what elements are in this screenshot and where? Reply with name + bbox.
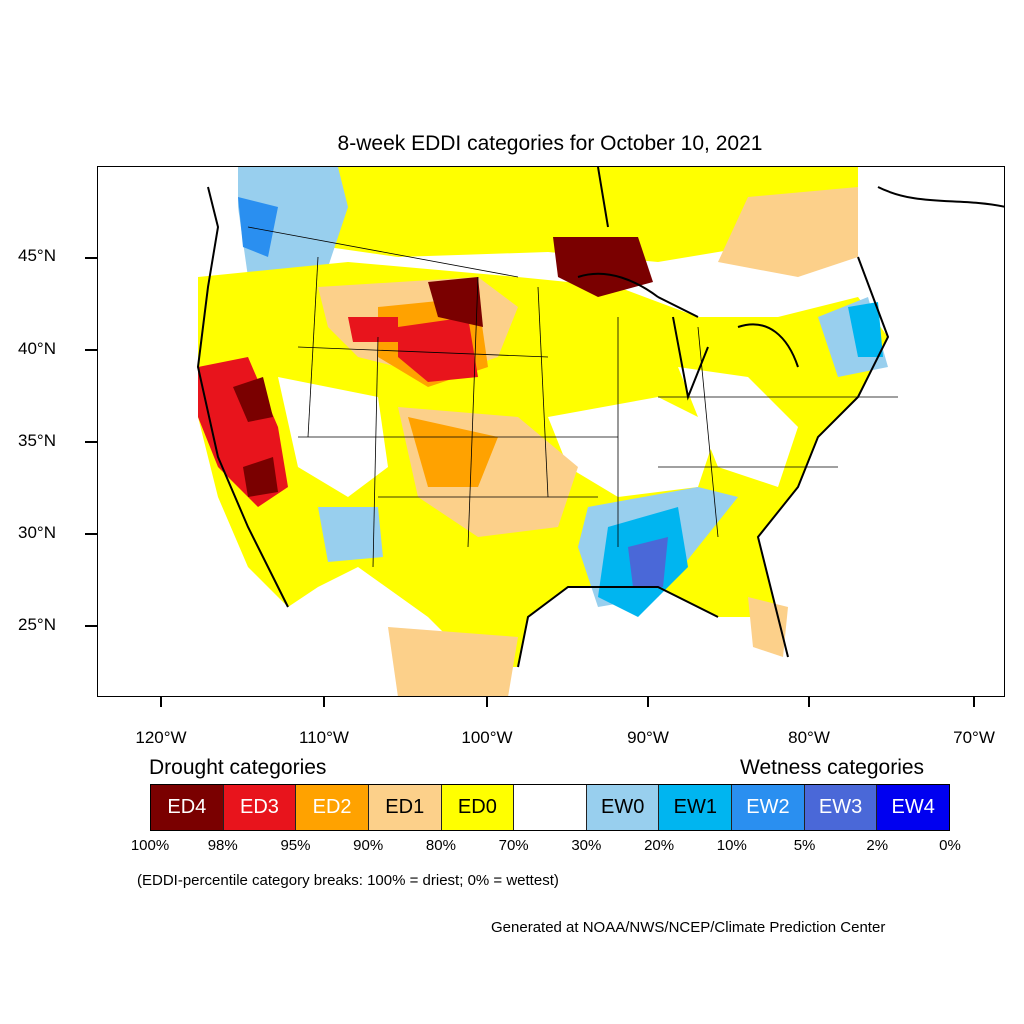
southwest-ew0 — [318, 507, 383, 562]
florida-ed1 — [748, 597, 788, 657]
percentile-label: 100% — [130, 837, 170, 854]
legend-box-ed3: ED3 — [223, 785, 297, 830]
lat-tick — [85, 625, 97, 627]
percentile-label: 90% — [353, 837, 384, 854]
midsouth-white — [548, 397, 718, 497]
lat-label-30: 30°N — [18, 523, 56, 542]
percentile-label: 30% — [571, 837, 602, 854]
legend-box-ew0: EW0 — [586, 785, 660, 830]
percentile-label: 95% — [280, 837, 311, 854]
nebraska-ed3 — [398, 317, 478, 382]
lat-label-40: 40°N — [18, 339, 56, 358]
lat-label-25: 25°N — [18, 615, 56, 634]
lat-tick — [85, 441, 97, 443]
lon-label-100: 100°W — [461, 728, 513, 747]
socal-ed4 — [243, 457, 278, 497]
lat-tick — [85, 533, 97, 535]
lon-tick — [973, 697, 975, 707]
lon-tick — [323, 697, 325, 707]
wetness-categories-title: Wetness categories — [740, 756, 925, 779]
coastlines — [196, 167, 1004, 668]
black-hills-ed4 — [428, 277, 483, 327]
legend-box-ew2: EW2 — [732, 785, 805, 830]
kansas-ed2 — [408, 417, 498, 487]
lat-label-45: 45°N — [18, 246, 56, 265]
canada-area — [248, 167, 858, 262]
credit-text: Generated at NOAA/NWS/NCEP/Climate Predi… — [491, 919, 886, 936]
ontario-region — [718, 187, 858, 277]
lat-tick — [85, 349, 97, 351]
percentile-label: 5% — [793, 837, 816, 854]
legend-box-ew1: EW1 — [659, 785, 733, 830]
percentile-label: 10% — [716, 837, 747, 854]
legend-box-ed1: ED1 — [368, 785, 442, 830]
legend-box-neutral — [514, 785, 587, 830]
lon-label-80: 80°W — [788, 728, 830, 747]
map-panel — [97, 166, 1005, 697]
map-title: 8-week EDDI categories for October 10, 2… — [337, 132, 763, 155]
idaho-ed3 — [348, 317, 398, 342]
percentile-label: 80% — [425, 837, 456, 854]
percentile-label: 70% — [498, 837, 529, 854]
mexico-ed1 — [388, 627, 518, 696]
drought-categories-title: Drought categories — [149, 756, 327, 779]
lon-label-90: 90°W — [627, 728, 669, 747]
legend-box-ed4: ED4 — [151, 785, 224, 830]
minnesota-ed4 — [553, 237, 653, 297]
lat-tick — [85, 257, 97, 259]
percentile-label: 98% — [207, 837, 238, 854]
sierra-ed4 — [233, 377, 273, 422]
eddi-map — [196, 167, 1004, 696]
legend-box-ed0: ED0 — [441, 785, 515, 830]
category-breaks-note: (EDDI-percentile category breaks: 100% =… — [137, 872, 559, 889]
lon-tick — [486, 697, 488, 707]
washington-wet — [238, 197, 278, 257]
lon-tick — [808, 697, 810, 707]
legend-box-ew4: EW4 — [877, 785, 950, 830]
category-legend: ED4 ED3 ED2 ED1 ED0 EW0 EW1 EW2 EW3 EW4 — [150, 784, 950, 831]
mississippi-ew3 — [628, 537, 668, 587]
lon-label-120: 120°W — [135, 728, 187, 747]
lat-label-35: 35°N — [18, 431, 56, 450]
lon-label-110: 110°W — [299, 728, 349, 747]
lon-label-70: 70°W — [953, 728, 995, 747]
lon-tick — [160, 697, 162, 707]
percentile-label: 2% — [866, 837, 889, 854]
legend-box-ed2: ED2 — [296, 785, 369, 830]
percentile-label: 20% — [644, 837, 675, 854]
maine-ew1 — [848, 302, 883, 357]
lon-tick — [647, 697, 649, 707]
percentile-label: 0% — [939, 837, 961, 854]
legend-box-ew3: EW3 — [804, 785, 878, 830]
